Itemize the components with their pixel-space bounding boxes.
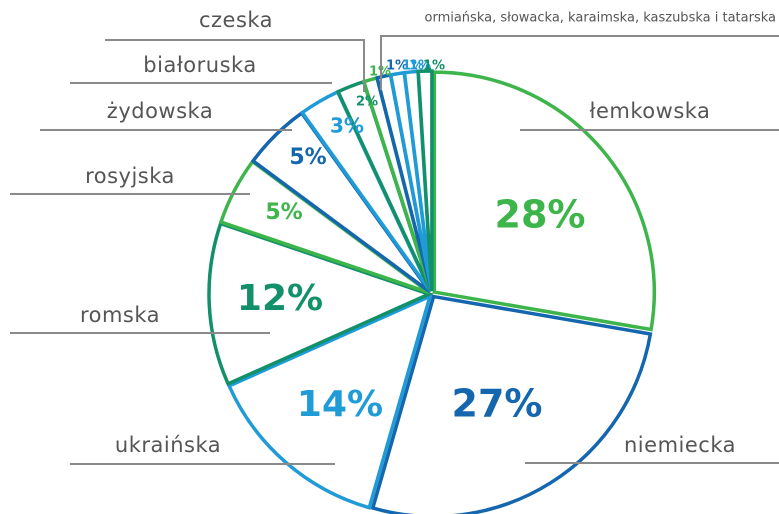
pie-slice [226,293,433,510]
category-label: łemkowska [590,99,711,123]
value-label: 1% [423,59,445,74]
value-label: 5% [289,145,326,170]
value-label: 27% [452,382,543,426]
category-label: czeska [199,8,273,32]
pie-slice [416,69,434,292]
value-label: 1% [402,59,424,74]
category-label: niemiecka [624,433,736,457]
value-label: 12% [237,278,323,319]
value-label: 1% [409,59,431,74]
value-label: 28% [495,193,586,237]
value-label: 3% [330,114,364,138]
value-label: 14% [297,384,383,425]
leader-line [380,35,779,90]
category-label: ormiańska, słowacka, karaimska, kaszubsk… [425,11,777,26]
pie-slice [432,70,657,332]
value-label: 1% [386,59,408,74]
pie-slice [207,221,434,387]
value-label: 5% [265,200,302,225]
category-label: żydowska [107,99,213,123]
category-label: romska [80,303,160,327]
category-label: białoruska [143,53,256,77]
value-label: 2% [356,95,378,110]
category-label: rosyjska [85,164,175,188]
category-label: ukraińska [115,433,221,457]
pie-slice [370,294,653,514]
leader-line [105,39,365,92]
